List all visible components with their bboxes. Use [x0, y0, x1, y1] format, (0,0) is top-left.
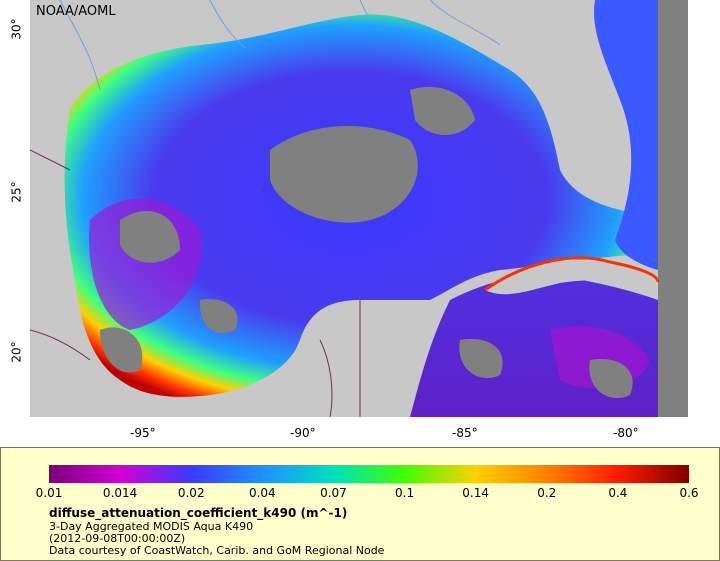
map-view[interactable]	[30, 0, 688, 417]
rivers	[59, 0, 501, 91]
colorbar-tick-label: 0.014	[102, 486, 138, 500]
variable-title: diffuse_attenuation_coefficient_k490 (m^…	[49, 506, 348, 520]
colorbar-tick-label: 0.2	[537, 486, 557, 500]
credit-label: NOAA/AOML	[36, 4, 116, 19]
colorbar-tick-label: 0.01	[35, 486, 63, 500]
yucatan	[280, 301, 422, 417]
cuba	[485, 257, 658, 295]
colorbar-tick-label: 0.07	[320, 486, 347, 500]
colorbar-tick-label: 0.02	[177, 486, 205, 500]
y-tick-label: 30°	[9, 18, 24, 40]
x-tick-label: -90°	[290, 426, 316, 440]
y-tick-label: 25°	[9, 181, 24, 203]
colorbar-tick-label: 0.04	[248, 486, 276, 500]
colorbar-tick-label: 0.4	[608, 486, 628, 500]
borders	[30, 149, 361, 417]
colorbar-tick-label: 0.1	[395, 486, 415, 500]
colorbar-tick-label: 0.14	[462, 486, 490, 500]
atlantic	[594, 0, 658, 270]
date-label: (2012-09-08T00:00:00Z)	[49, 532, 186, 545]
x-tick-label: -95°	[130, 426, 156, 440]
x-tick-label: -85°	[452, 426, 478, 440]
cuba-coast	[484, 256, 660, 292]
legend-panel: diffuse_attenuation_coefficient_k490 (m^…	[0, 447, 720, 561]
y-tick-label: 20°	[9, 341, 24, 363]
x-tick-label: -80°	[613, 426, 639, 440]
colorbar	[49, 465, 689, 483]
colorbar-tick-label: 0.6	[679, 486, 699, 500]
k490-map	[30, 0, 688, 417]
product-label: 3-Day Aggregated MODIS Aqua K490	[49, 520, 254, 533]
no-data-areas	[100, 0, 688, 417]
source-label: Data courtesy of CoastWatch, Carib. and …	[49, 544, 385, 557]
